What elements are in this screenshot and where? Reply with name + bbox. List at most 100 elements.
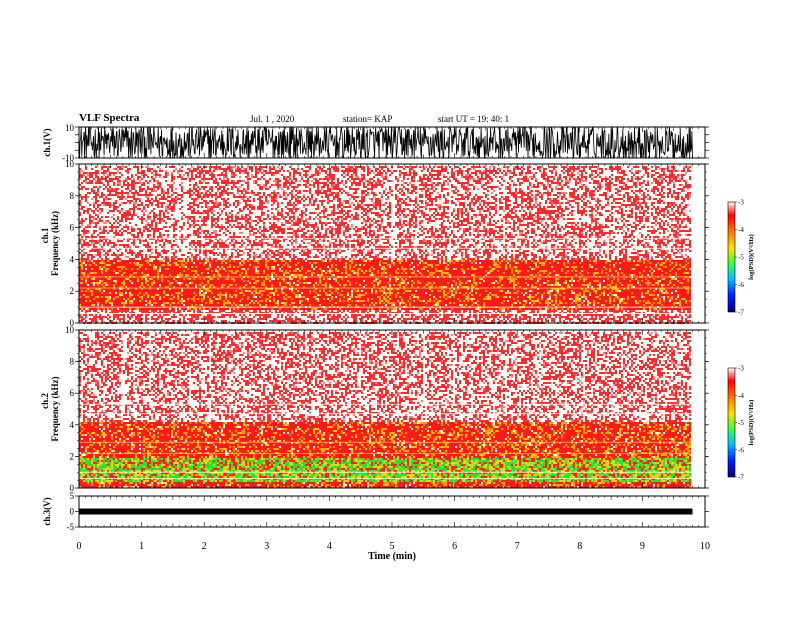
ch1-spec-cell [225,268,227,270]
ch1-spec-cell [219,252,221,254]
ch1-spec-cell [119,298,121,300]
ch1-spec-cell [153,310,155,312]
ch1-spec-cell [197,316,199,318]
ch1-spec-cell [247,254,249,256]
ch1-spec-cell [215,206,217,208]
ch1-spec-cell [201,264,203,266]
ch1-spec-cell [193,168,195,170]
ch1-spec-cell [261,252,263,254]
ch1-spec-cell [157,268,159,270]
ch1-spec-cell [207,304,209,306]
ch1-spec-cell [91,190,93,192]
ch1-spec-cell [173,280,175,282]
ch1-spec-cell [183,170,185,172]
ch1-spec-cell [191,224,193,226]
ch1-spec-cell [189,170,191,172]
ch1-spec-cell [133,166,135,168]
ch1-spec-cell [157,180,159,182]
ch1-spec-cell [247,308,249,310]
ch1-spec-cell [259,168,261,170]
ch1-spec-cell [237,264,239,266]
ch1-spec-cell [249,308,251,310]
ch1-spec-cell [93,260,95,262]
ch1-spec-cell [143,212,145,214]
ch1-spec-cell [169,178,171,180]
ch1-spec-cell [171,206,173,208]
ch1-spec-cell [147,300,149,302]
ch1-spec-cell [259,290,261,292]
ch1-spec-cell [233,174,235,176]
ch1-spec-cell [221,304,223,306]
ch1-spec-cell [243,280,245,282]
ch1-spec-cell [229,220,231,222]
ch1-spec-cell [85,236,87,238]
ch1-spec-cell [217,296,219,298]
ch1-spec-cell [221,294,223,296]
ch1-spec-cell [223,254,225,256]
ch1-spec-cell [95,278,97,280]
ch1-spec-cell [105,268,107,270]
ch1-spec-cell [169,264,171,266]
ch1-spec-cell [235,316,237,318]
ch1-spectrogram-panel: 0246810ch.1Frequency (kHz) [40,159,709,328]
ch1-spec-cell [207,282,209,284]
ch1-spec-cell [183,242,185,244]
ch1-spec-cell [81,274,83,276]
ch1-spec-cell [119,262,121,264]
ch1-spec-cell [95,222,97,224]
ch1-spec-cell [197,314,199,316]
ch1-spec-cell [195,254,197,256]
ch1-spec-cell [95,298,97,300]
ch1-spec-cell [95,192,97,194]
ch1-spec-cell [103,272,105,274]
ch1-spec-cell [187,190,189,192]
ch1-spec-cell [251,264,253,266]
ch1-spec-cell [101,166,103,168]
ch1-spec-cell [81,272,83,274]
ch1-spec-cell [243,292,245,294]
ch1-spec-cell [85,314,87,316]
ch1-spec-cell [97,172,99,174]
ch1-spec-cell [241,226,243,228]
ch1-spec-cell [125,268,127,270]
ch1-spec-cell [251,284,253,286]
ch1-spec-cell [219,270,221,272]
ch1-spec-cell [89,294,91,296]
ch1-spec-cell [89,220,91,222]
ch1-spec-cell [115,278,117,280]
ch1-spec-cell [207,284,209,286]
ch1-spec-cell [131,310,133,312]
ch1-spec-cell [87,298,89,300]
ch1-spec-cell [241,262,243,264]
ch1-spec-cell [251,304,253,306]
ch1-spec-cell [259,316,261,318]
ch1-spec-cell [179,270,181,272]
ch1-spec-cell [129,262,131,264]
ch1-spec-cell [227,308,229,310]
ch1-spec-cell [125,270,127,272]
ch1-spec-cell [97,274,99,276]
ch1-spec-cell [255,228,257,230]
ch1-spec-cell [183,190,185,192]
ch1-spec-cell [85,298,87,300]
ch1-spec-cell [213,286,215,288]
ch1-spec-cell [145,308,147,310]
ch1-spec-cell [179,272,181,274]
ch1-spec-cell [227,304,229,306]
ch1-spec-cell [87,308,89,310]
ch1-spec-cell [145,284,147,286]
ch1-spec-cell [85,172,87,174]
ch1-spec-cell [117,178,119,180]
ch1-spec-cell [177,204,179,206]
ch1-spec-cell [93,270,95,272]
ch1-spec-cell [229,242,231,244]
ch1-spec-cell [137,314,139,316]
ch1-spec-cell [195,194,197,196]
ch1-spec-cell [161,296,163,298]
ch1-spec-cell [191,308,193,310]
ch1-spec-cell [237,284,239,286]
ch1-spec-cell [201,278,203,280]
ch1-spec-cell [185,232,187,234]
ch1-spec-cell [89,174,91,176]
ch1-spec-cell [177,220,179,222]
